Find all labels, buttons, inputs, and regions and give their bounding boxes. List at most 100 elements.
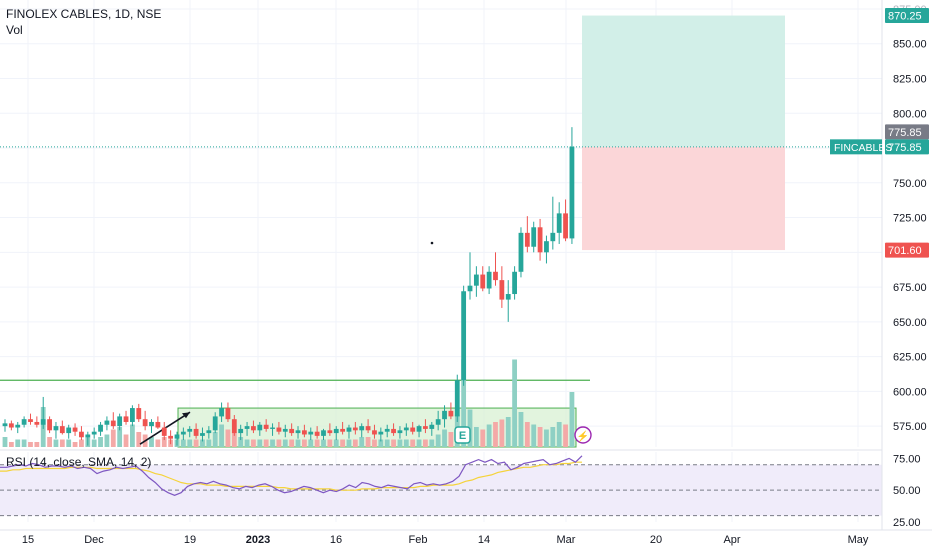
symbol-title[interactable]: FINOLEX CABLES, 1D, NSE bbox=[6, 7, 162, 21]
candle[interactable] bbox=[359, 426, 365, 431]
candle[interactable] bbox=[206, 430, 212, 434]
rsi-indicator-label[interactable]: RSI (14, close, SMA, 14, 2) bbox=[6, 455, 152, 469]
candle[interactable] bbox=[480, 274, 486, 289]
candle[interactable] bbox=[257, 424, 263, 431]
candle[interactable] bbox=[149, 421, 154, 427]
candle[interactable] bbox=[333, 428, 339, 434]
candle[interactable] bbox=[59, 426, 65, 434]
candle[interactable] bbox=[110, 420, 116, 427]
candle[interactable] bbox=[423, 426, 428, 429]
dividend-marker[interactable] bbox=[574, 426, 592, 444]
candle[interactable] bbox=[270, 427, 275, 429]
candle[interactable] bbox=[314, 431, 320, 436]
candle[interactable] bbox=[238, 428, 244, 434]
candle[interactable] bbox=[493, 271, 498, 281]
candle[interactable] bbox=[524, 232, 530, 247]
candle[interactable] bbox=[308, 431, 314, 435]
candle[interactable] bbox=[263, 424, 269, 429]
candle[interactable] bbox=[251, 426, 256, 431]
candle[interactable] bbox=[193, 428, 199, 436]
profit-zone[interactable] bbox=[582, 15, 785, 147]
candle[interactable] bbox=[276, 427, 282, 432]
candle[interactable] bbox=[174, 434, 180, 439]
candle[interactable] bbox=[21, 419, 27, 425]
candle[interactable] bbox=[486, 271, 492, 289]
earnings-marker[interactable] bbox=[454, 426, 471, 444]
candle[interactable] bbox=[8, 423, 14, 428]
candle[interactable] bbox=[410, 427, 416, 432]
candle[interactable] bbox=[212, 416, 218, 431]
candle[interactable] bbox=[327, 430, 333, 434]
candle[interactable] bbox=[429, 424, 435, 429]
candle[interactable] bbox=[53, 426, 59, 431]
candle[interactable] bbox=[321, 430, 326, 436]
volume-bar bbox=[518, 412, 524, 447]
candle[interactable] bbox=[72, 427, 78, 432]
candle[interactable] bbox=[98, 424, 103, 432]
candle[interactable] bbox=[352, 427, 358, 431]
candle[interactable] bbox=[225, 408, 231, 420]
candle[interactable] bbox=[104, 420, 110, 425]
candle[interactable] bbox=[372, 430, 377, 435]
candle[interactable] bbox=[295, 430, 301, 434]
loss-zone[interactable] bbox=[582, 146, 785, 251]
candle[interactable] bbox=[219, 408, 224, 417]
candle[interactable] bbox=[556, 213, 562, 233]
candle[interactable] bbox=[550, 232, 556, 242]
candle[interactable] bbox=[461, 291, 467, 381]
candle[interactable] bbox=[442, 410, 447, 420]
candle[interactable] bbox=[180, 431, 186, 435]
candle[interactable] bbox=[467, 285, 473, 292]
candle[interactable] bbox=[85, 434, 91, 438]
candle[interactable] bbox=[563, 213, 568, 239]
candle[interactable] bbox=[454, 380, 460, 417]
candle[interactable] bbox=[155, 421, 161, 428]
volume-indicator-label[interactable]: Vol bbox=[6, 23, 23, 37]
candle[interactable] bbox=[91, 431, 97, 435]
candle[interactable] bbox=[435, 419, 441, 425]
candle[interactable] bbox=[47, 419, 52, 431]
candle[interactable] bbox=[518, 232, 524, 272]
candle[interactable] bbox=[531, 227, 537, 247]
candle[interactable] bbox=[123, 416, 129, 422]
candle[interactable] bbox=[384, 428, 390, 432]
candle[interactable] bbox=[117, 416, 123, 427]
candle[interactable] bbox=[397, 430, 403, 434]
candle[interactable] bbox=[282, 428, 288, 432]
candle[interactable] bbox=[79, 431, 84, 438]
candle[interactable] bbox=[130, 408, 135, 422]
candle[interactable] bbox=[40, 419, 46, 425]
candle[interactable] bbox=[499, 280, 505, 300]
candle[interactable] bbox=[187, 428, 193, 432]
candle[interactable] bbox=[231, 419, 237, 434]
candle[interactable] bbox=[448, 410, 454, 417]
candle[interactable] bbox=[391, 428, 396, 434]
candle[interactable] bbox=[301, 430, 307, 435]
candle[interactable] bbox=[544, 241, 549, 253]
candle[interactable] bbox=[200, 433, 205, 436]
candle[interactable] bbox=[161, 427, 167, 436]
candle[interactable] bbox=[416, 426, 422, 432]
candle[interactable] bbox=[473, 274, 479, 286]
candle[interactable] bbox=[365, 426, 371, 431]
candle[interactable] bbox=[403, 427, 409, 431]
candle[interactable] bbox=[537, 227, 543, 253]
candle[interactable] bbox=[340, 428, 346, 432]
candle[interactable] bbox=[15, 424, 21, 428]
candle[interactable] bbox=[512, 271, 517, 295]
candle[interactable] bbox=[289, 428, 295, 434]
candle[interactable] bbox=[168, 435, 174, 439]
candle[interactable] bbox=[2, 423, 8, 427]
candle[interactable] bbox=[569, 146, 575, 239]
candle[interactable] bbox=[378, 431, 384, 435]
candle[interactable] bbox=[244, 426, 250, 429]
candle[interactable] bbox=[142, 419, 148, 427]
candle[interactable] bbox=[136, 408, 142, 420]
candle[interactable] bbox=[505, 294, 511, 300]
candle[interactable] bbox=[34, 421, 40, 425]
candle[interactable] bbox=[66, 427, 72, 434]
candle[interactable] bbox=[346, 427, 352, 432]
symbol-badge[interactable] bbox=[830, 139, 882, 155]
candle[interactable] bbox=[28, 419, 33, 422]
